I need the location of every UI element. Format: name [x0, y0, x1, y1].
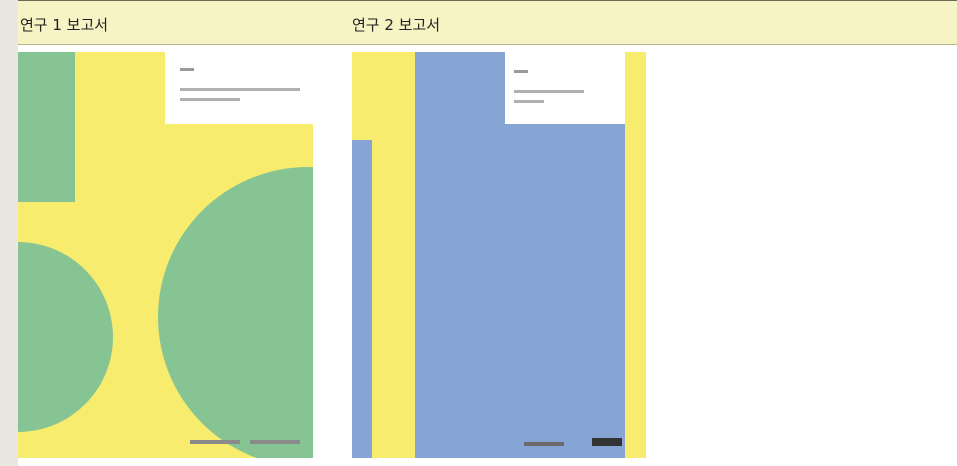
report-cover-1	[18, 52, 313, 458]
side-strip	[0, 0, 18, 466]
table-header: 연구 1 보고서 연구 2 보고서	[18, 0, 957, 45]
report-cover-2	[352, 52, 646, 458]
header-cell: 연구 1 보고서	[20, 16, 109, 34]
header-cell: 연구 2 보고서	[352, 16, 441, 34]
